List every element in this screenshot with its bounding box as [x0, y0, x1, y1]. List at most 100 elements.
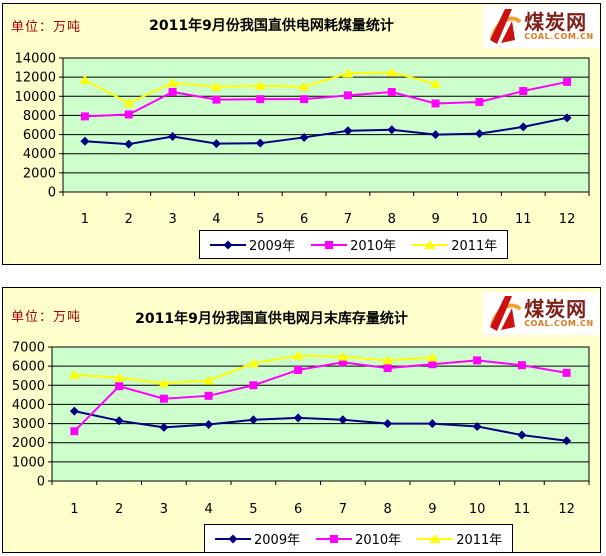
square-marker — [80, 112, 89, 121]
legend-diamond-icon — [215, 534, 251, 543]
y-axis-label: 4000 — [12, 398, 45, 413]
square-marker — [428, 360, 437, 369]
legend-square-icon — [316, 534, 353, 543]
diamond-marker — [338, 415, 348, 425]
logo-url-text: COAL.COM.CN — [524, 319, 594, 328]
legend-square-icon — [311, 240, 348, 249]
chart-title: 2011年9月份我国直供电网月末库存量统计 — [135, 311, 408, 327]
y-axis-label: 4000 — [23, 147, 56, 162]
square-marker — [159, 394, 168, 403]
x-axis-label: 5 — [249, 502, 257, 517]
square-marker — [383, 364, 392, 373]
legend-item-2011年: 2011年 — [412, 235, 497, 254]
x-axis-label: 7 — [344, 212, 352, 227]
series-markers-2009年 — [80, 113, 572, 149]
chart-legend: 2009年 2010年 2011年 — [204, 524, 514, 553]
plot-area — [62, 57, 590, 193]
chart-legend: 2009年 2010年 2011年 — [199, 230, 509, 259]
x-axis-label: 11 — [514, 502, 531, 517]
legend-label: 2010年 — [355, 533, 402, 548]
y-axis-label: 0 — [37, 475, 45, 490]
square-marker — [387, 87, 396, 96]
diamond-marker — [431, 130, 441, 140]
square-marker — [343, 91, 352, 100]
triangle-marker — [247, 358, 259, 368]
y-axis-label: 7000 — [12, 341, 45, 356]
x-axis-label: 6 — [300, 212, 308, 227]
diamond-marker — [69, 406, 79, 416]
triangle-marker — [210, 81, 222, 91]
triangle-marker — [426, 352, 438, 362]
x-axis-label: 3 — [160, 502, 168, 517]
series-markers-2010年 — [70, 356, 571, 436]
triangle-marker — [342, 68, 354, 78]
diamond-marker — [383, 419, 393, 429]
y-axis-label: 6000 — [12, 360, 45, 375]
y-axis-label: 3000 — [12, 417, 45, 432]
square-marker — [124, 110, 133, 119]
diamond-marker — [159, 422, 169, 432]
triangle-marker — [386, 67, 398, 77]
triangle-marker — [298, 81, 310, 91]
diamond-marker — [211, 139, 221, 149]
square-marker — [70, 427, 79, 436]
triangle-marker — [167, 77, 179, 87]
diamond-marker — [124, 139, 134, 149]
square-marker — [338, 358, 347, 367]
y-axis-label: 5000 — [12, 379, 45, 394]
diamond-marker — [168, 131, 178, 141]
x-axis-label: 2 — [115, 502, 123, 517]
diamond-marker — [518, 122, 528, 132]
x-axis-label: 3 — [168, 212, 176, 227]
x-axis-label: 1 — [70, 502, 78, 517]
consumption-chart-panel: 单位：万吨 2011年9月份我国直供电网耗煤量统计 0 2000 4000 6000 8… — [2, 3, 601, 265]
triangle-marker — [429, 533, 441, 543]
x-axis-label: 2 — [125, 212, 133, 227]
series-markers-2009年 — [69, 406, 572, 446]
square-marker — [256, 95, 265, 104]
square-marker — [168, 87, 177, 96]
diamond-marker — [228, 534, 238, 543]
legend-item-2011年: 2011年 — [417, 529, 502, 548]
square-marker — [473, 356, 482, 365]
diamond-marker — [474, 129, 484, 139]
legend-item-2010年: 2010年 — [311, 235, 396, 254]
coal-logo-icon — [490, 8, 522, 44]
legend-item-2010年: 2010年 — [316, 529, 401, 548]
series-line-2010年 — [73, 359, 567, 432]
triangle-marker — [382, 355, 394, 365]
square-marker — [300, 95, 309, 104]
y-axis-label: 1000 — [12, 455, 45, 470]
x-axis-label: 11 — [515, 212, 532, 227]
triangle-marker — [254, 80, 266, 90]
x-axis-label: 10 — [471, 212, 488, 227]
diamond-marker — [204, 420, 214, 430]
coal-website-logo[interactable]: 煤炭网 COAL.COM.CN — [483, 5, 599, 48]
diamond-marker — [293, 413, 303, 423]
coal-website-logo[interactable]: 煤炭网 COAL.COM.CN — [483, 292, 599, 335]
legend-diamond-icon — [210, 240, 246, 249]
triangle-marker — [292, 350, 304, 360]
legend-label: 2009年 — [249, 239, 296, 254]
legend-item-2009年: 2009年 — [215, 529, 300, 548]
legend-label: 2009年 — [254, 533, 301, 548]
chart-title: 2011年9月份我国直供电网耗煤量统计 — [149, 18, 394, 34]
diamond-marker — [562, 113, 572, 123]
square-marker — [212, 95, 221, 104]
x-axis-label: 4 — [212, 212, 220, 227]
x-axis-label: 1 — [81, 212, 89, 227]
x-axis-label: 8 — [383, 502, 391, 517]
coal-logo-icon — [490, 295, 522, 331]
square-marker — [115, 382, 124, 391]
x-axis-label: 5 — [256, 212, 264, 227]
series-markers-2010年 — [80, 77, 572, 121]
x-axis-label: 12 — [558, 502, 575, 517]
y-axis-label: 0 — [48, 186, 56, 201]
series-line-2010年 — [84, 80, 568, 118]
triangle-marker — [337, 351, 349, 361]
x-axis-label: 6 — [294, 502, 302, 517]
series-markers-2011年 — [79, 67, 442, 107]
square-marker — [562, 368, 571, 377]
logo-brand-text: 煤炭网 — [524, 297, 588, 321]
